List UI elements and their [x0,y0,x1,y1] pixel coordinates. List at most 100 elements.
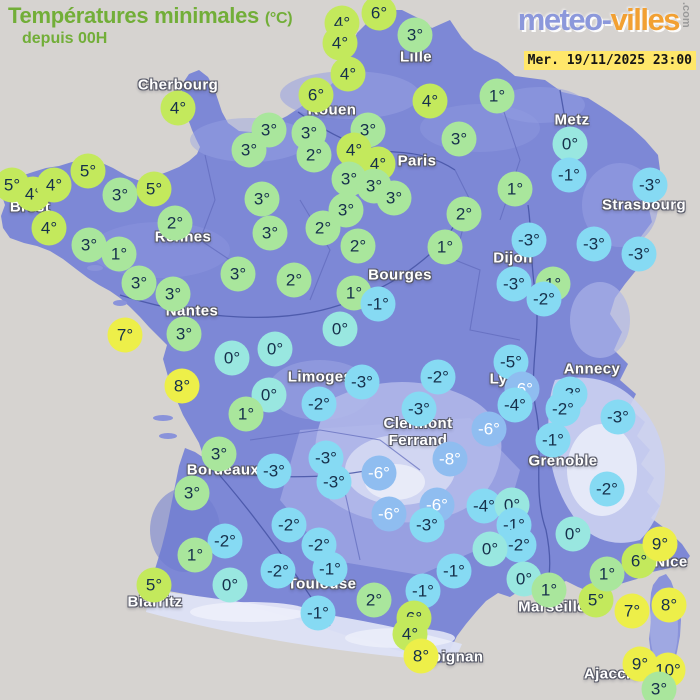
temp-bubble[interactable]: -2° [207,523,243,559]
temp-bubble[interactable]: 2° [340,228,376,264]
temp-bubble[interactable]: -3° [511,222,547,258]
temp-bubble[interactable]: 3° [397,17,433,53]
logo-part-orange: villes [610,2,680,37]
city-label-metz: Metz [554,111,590,129]
temp-bubble[interactable]: -2° [301,386,337,422]
temp-bubble[interactable]: 3° [220,256,256,292]
temp-bubble[interactable]: 5° [136,171,172,207]
temp-bubble[interactable]: -2° [420,359,456,395]
logo-tld: .com [680,2,692,28]
temp-bubble[interactable]: -6° [471,411,507,447]
temp-bubble[interactable]: -6° [371,496,407,532]
temp-bubble[interactable]: -1° [535,422,571,458]
temp-bubble[interactable]: -2° [260,553,296,589]
temp-bubble[interactable]: -2° [271,507,307,543]
temp-bubble[interactable]: 9° [642,526,678,562]
city-label-annecy: Annecy [563,360,621,378]
temp-bubble[interactable]: -2° [589,471,625,507]
temp-bubble[interactable]: -2° [501,527,537,563]
temp-bubble[interactable]: 7° [614,593,650,629]
unit-label: (°C) [264,10,293,27]
temp-bubble[interactable]: -4° [497,387,533,423]
temp-bubble[interactable]: -3° [632,167,668,203]
temp-bubble[interactable]: 1° [427,229,463,265]
temp-bubble[interactable]: 3° [201,436,237,472]
temp-bubble[interactable]: 4° [322,25,358,61]
temp-bubble[interactable]: 5° [136,567,172,603]
temp-bubble[interactable]: 3° [166,316,202,352]
temp-bubble[interactable]: 1° [479,78,515,114]
temp-bubble[interactable]: 8° [164,368,200,404]
temp-bubble[interactable]: 3° [174,475,210,511]
temp-bubble[interactable]: 6° [361,0,397,31]
temp-bubble[interactable]: -3° [600,399,636,435]
temp-bubble[interactable]: 1° [177,537,213,573]
temp-bubble[interactable]: 3° [244,181,280,217]
temp-bubble[interactable]: 1° [531,572,567,608]
temp-bubble[interactable]: -3° [256,453,292,489]
temp-bubble[interactable]: -3° [496,266,532,302]
meteo-villes-logo[interactable]: meteo-villes.com [518,2,692,38]
temp-bubble[interactable]: -4° [466,488,502,524]
temp-bubble[interactable]: -1° [300,595,336,631]
temp-bubble[interactable]: -3° [621,236,657,272]
temp-bubble[interactable]: 1° [228,396,264,432]
temp-bubble[interactable]: 3° [252,215,288,251]
temp-bubble[interactable]: -6° [361,455,397,491]
temp-bubble[interactable]: 3° [641,671,677,700]
temp-bubble[interactable]: -3° [409,507,445,543]
temp-bubble[interactable]: 1° [101,236,137,272]
page-subtitle: depuis 00H [22,30,108,47]
temp-bubble[interactable]: -1° [436,553,472,589]
temp-bubble[interactable]: 3° [155,276,191,312]
temp-bubble[interactable]: -3° [401,391,437,427]
page-title: Températures minimales (°C) [8,3,293,28]
temp-bubble[interactable]: 0° [552,126,588,162]
temp-bubble[interactable]: 8° [403,638,439,674]
temp-bubble[interactable]: 0° [322,311,358,347]
temp-bubble[interactable]: -3° [576,226,612,262]
temp-bubble[interactable]: 4° [31,210,67,246]
temp-bubble[interactable]: 5° [70,153,106,189]
temp-bubble[interactable]: 0° [257,331,293,367]
temp-bubble[interactable]: -1° [360,286,396,322]
temp-bubble[interactable]: -2° [545,391,581,427]
temp-bubble[interactable]: 1° [497,171,533,207]
temp-bubble[interactable]: -3° [344,364,380,400]
temp-bubble[interactable]: 7° [107,317,143,353]
temp-bubble[interactable]: 6° [298,77,334,113]
temp-bubble[interactable]: -1° [551,157,587,193]
temp-bubble[interactable]: 8° [651,587,687,623]
temp-bubble[interactable]: 4° [36,167,72,203]
temp-bubble[interactable]: 2° [446,196,482,232]
temp-bubble[interactable]: 2° [276,262,312,298]
temp-bubble[interactable]: 3° [231,132,267,168]
temp-bubble[interactable]: 0° [214,340,250,376]
temp-bubble[interactable]: 3° [102,177,138,213]
temp-bubble[interactable]: 3° [441,121,477,157]
temp-bubble[interactable]: -3° [316,464,352,500]
temp-bubble[interactable]: 0° [212,567,248,603]
temp-bubble[interactable]: 0° [472,531,508,567]
temp-bubble[interactable]: 4° [160,90,196,126]
city-label-paris: Paris [397,152,437,170]
city-label-bourges: Bourges [368,266,432,284]
temp-bubble[interactable]: -1° [312,551,348,587]
temp-bubble[interactable]: 3° [121,265,157,301]
temp-bubble[interactable]: 2° [356,582,392,618]
timestamp-badge: Mer. 19/11/2025 23:00 [523,51,696,70]
temp-bubble[interactable]: 4° [412,83,448,119]
temp-bubble[interactable]: -2° [526,281,562,317]
logo-part-blue: meteo- [517,2,612,37]
temp-bubble[interactable]: 3° [376,180,412,216]
temp-bubble[interactable]: 1° [589,556,625,592]
temp-bubble[interactable]: 0° [555,516,591,552]
temp-bubble[interactable]: 3° [71,227,107,263]
temp-bubble[interactable]: 2° [305,210,341,246]
temp-bubble[interactable]: -8° [432,441,468,477]
temp-bubble[interactable]: 2° [157,205,193,241]
temp-bubble[interactable]: 2° [296,137,332,173]
temp-bubble[interactable]: 4° [330,56,366,92]
